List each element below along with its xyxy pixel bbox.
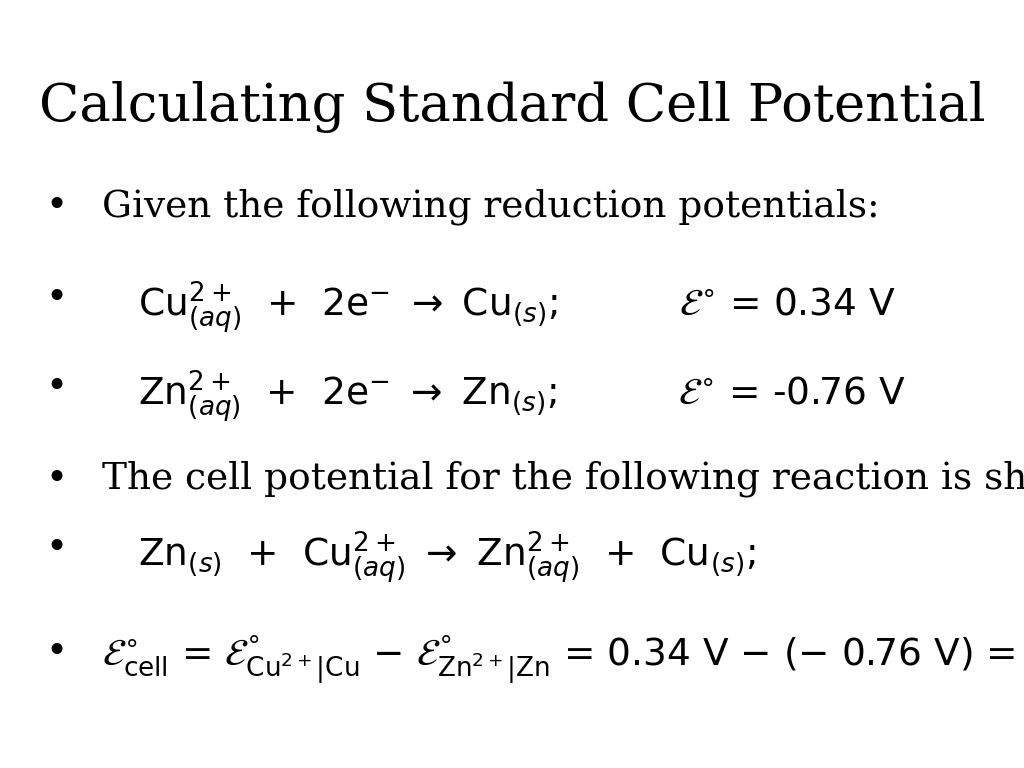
Text: Zn$_{(s)}$  +  Cu$^{2+}_{(aq)}$ $\rightarrow$ Zn$^{2+}_{(aq)}$  +  Cu$_{(s)}$;: Zn$_{(s)}$ + Cu$^{2+}_{(aq)}$ $\rightarr… xyxy=(138,530,756,586)
Text: •: • xyxy=(45,634,68,670)
Text: •: • xyxy=(45,461,68,497)
Text: The cell potential for the following reaction is shown below.: The cell potential for the following rea… xyxy=(102,461,1024,498)
Text: $\mathcal{E}^{\circ}_{\mathrm{cell}}$ = $\mathcal{E}^{\circ}_{\mathrm{Cu^{2+}|Cu: $\mathcal{E}^{\circ}_{\mathrm{cell}}$ = … xyxy=(102,634,1024,686)
Text: Cu$^{2+}_{(aq)}$  +  2e$^{-}$ $\rightarrow$ Cu$_{(s)}$;          $\mathcal{E}^{\: Cu$^{2+}_{(aq)}$ + 2e$^{-}$ $\rightarrow… xyxy=(138,280,896,336)
Text: •: • xyxy=(45,530,68,566)
Text: •: • xyxy=(45,280,68,316)
Text: Given the following reduction potentials:: Given the following reduction potentials… xyxy=(102,188,880,225)
Text: •: • xyxy=(45,369,68,405)
Text: Calculating Standard Cell Potential: Calculating Standard Cell Potential xyxy=(39,81,985,133)
Text: •: • xyxy=(45,188,68,224)
Text: Zn$^{2+}_{(aq)}$  +  2e$^{-}$ $\rightarrow$ Zn$_{(s)}$;          $\mathcal{E}^{\: Zn$^{2+}_{(aq)}$ + 2e$^{-}$ $\rightarrow… xyxy=(138,369,906,425)
